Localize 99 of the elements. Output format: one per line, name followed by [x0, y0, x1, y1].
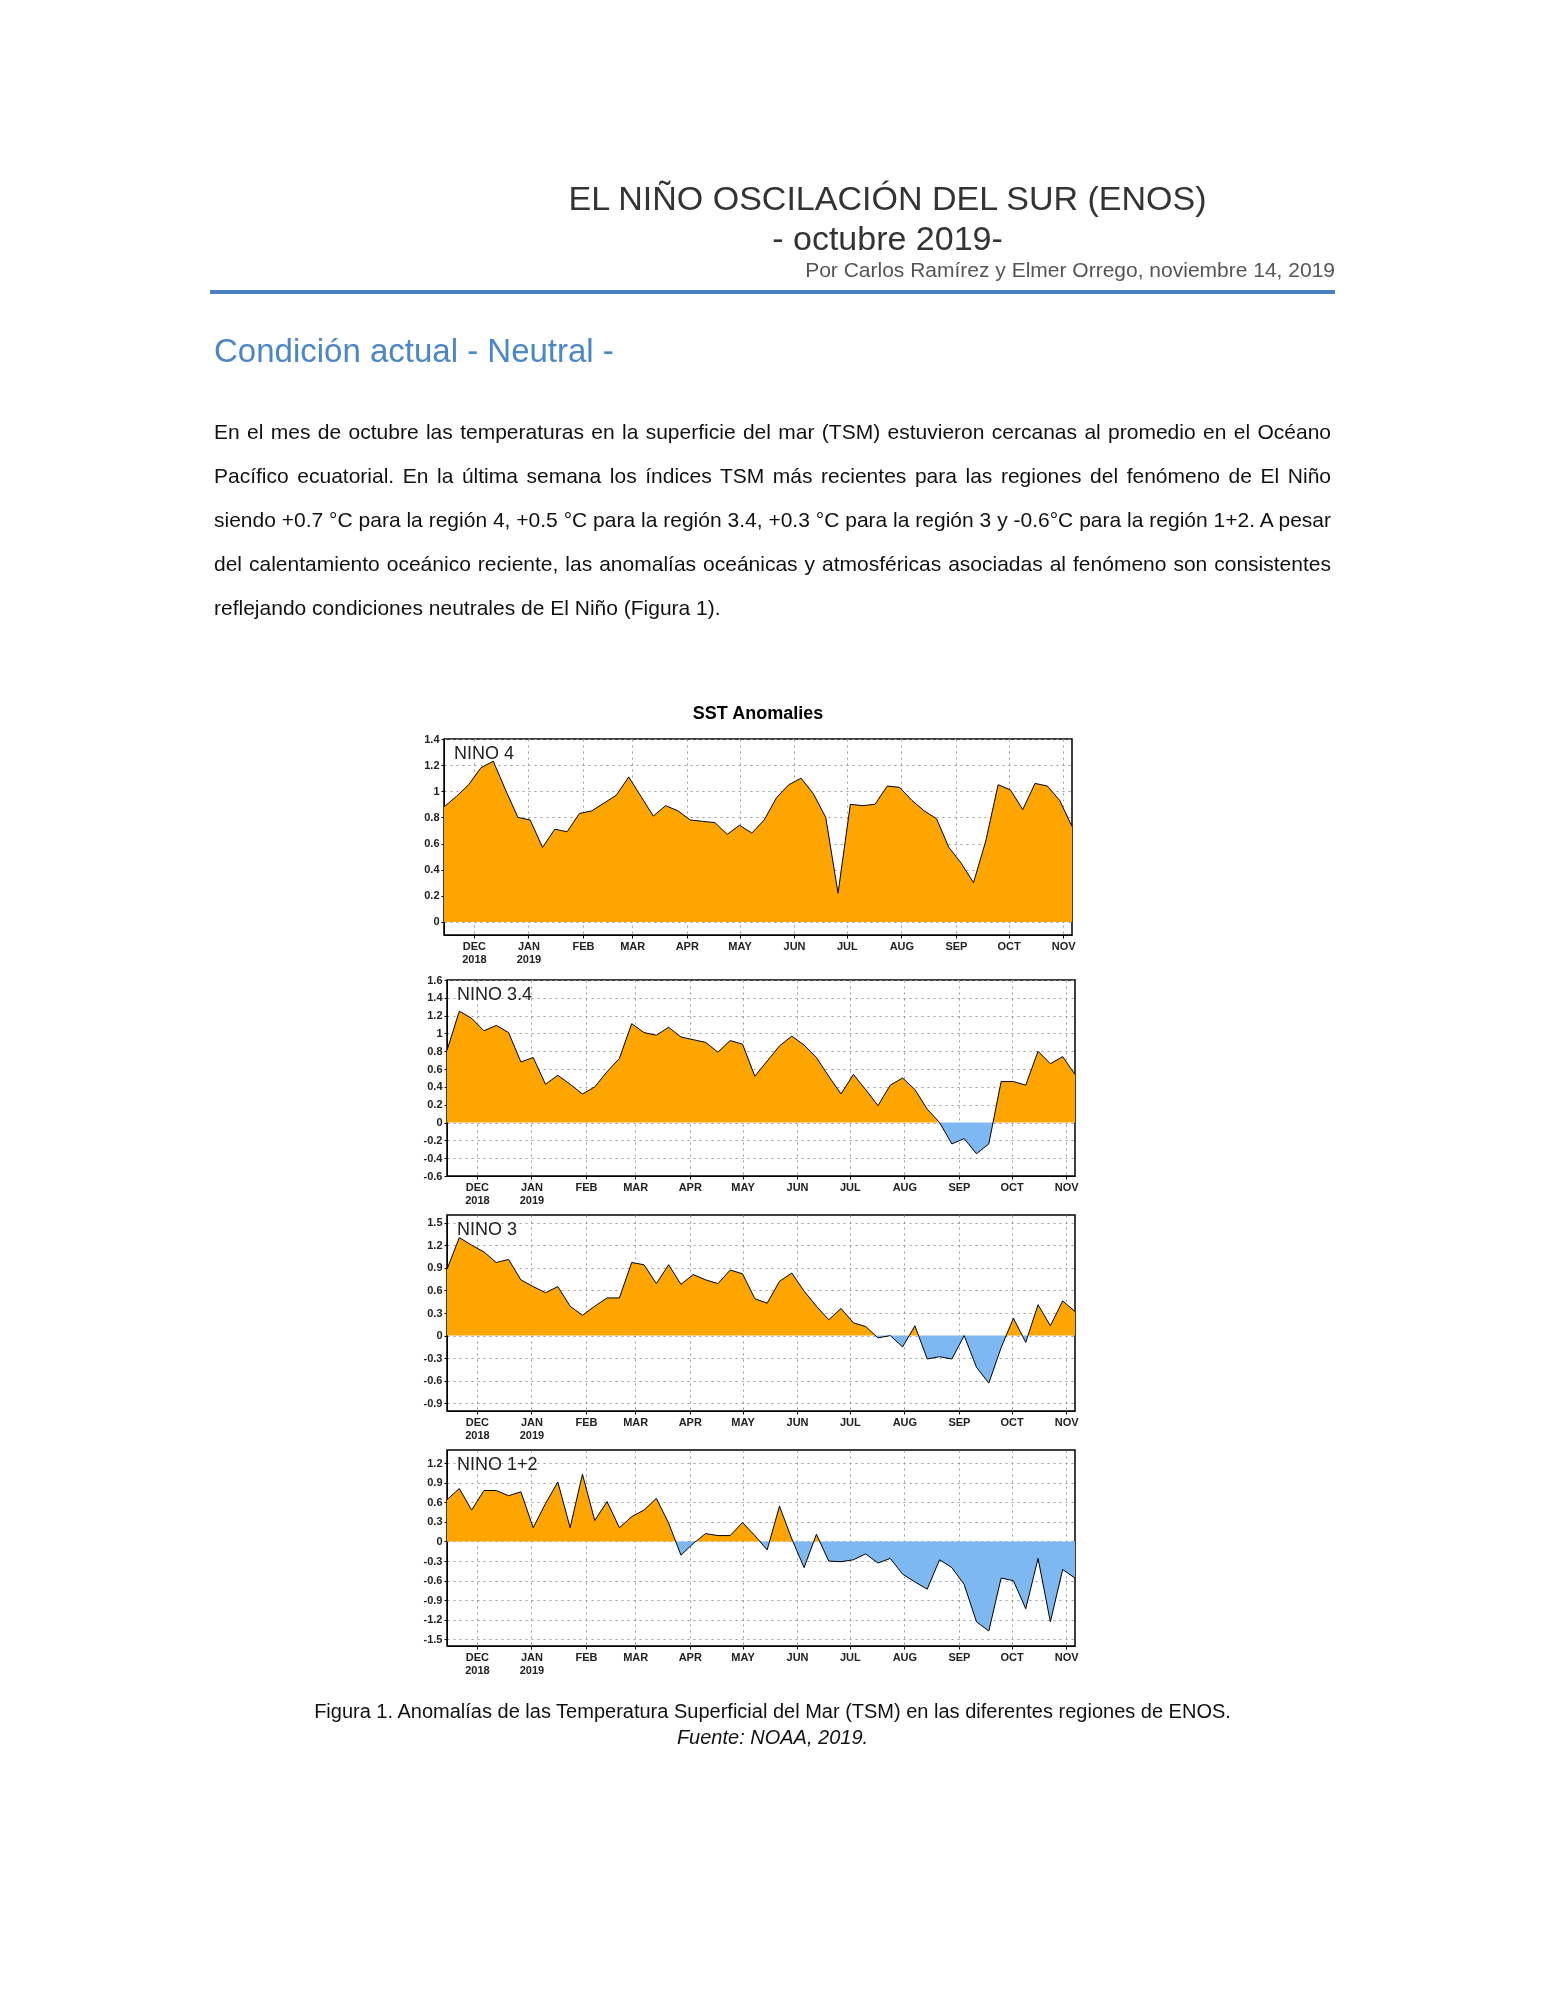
- y-tick-label: 0.6: [427, 1283, 443, 1296]
- x-tick-label: SEP: [948, 1650, 971, 1663]
- x-tick-label: APR: [675, 939, 699, 952]
- x-tick-label: MAY: [731, 1415, 756, 1428]
- x-tick-label: APR: [678, 1180, 702, 1193]
- x-tick-label: AUG: [892, 1180, 918, 1193]
- y-tick-label: 0.8: [427, 1044, 443, 1057]
- x-tick-label: MAR: [620, 939, 646, 952]
- chart-title: SST Anomalies: [692, 703, 824, 723]
- x-tick-label: JUN: [786, 1180, 809, 1193]
- y-tick-label: 0.4: [427, 1080, 444, 1093]
- x-tick-label: OCT: [1000, 1415, 1025, 1428]
- x-tick-label: MAY: [731, 1650, 756, 1663]
- x-tick-label: MAY: [728, 939, 753, 952]
- y-tick-label: -0.6: [423, 1169, 443, 1182]
- x-tick-label: AUG: [892, 1415, 918, 1428]
- y-tick-label: -0.3: [423, 1351, 443, 1364]
- x-tick-label: NOV: [1054, 1415, 1080, 1428]
- series-label: NINO 4: [454, 743, 515, 763]
- x-tick-label: OCT: [1000, 1180, 1025, 1193]
- y-tick-label: 1.4: [427, 991, 444, 1004]
- y-tick-label: 1.5: [427, 1216, 443, 1229]
- y-tick-label: -0.9: [423, 1396, 443, 1409]
- y-tick-label: 0.6: [424, 837, 440, 850]
- source-note: Fuente: NOAA, 2019.: [675, 1725, 870, 1750]
- y-tick-label: 0.3: [427, 1515, 443, 1528]
- text: - octubre 2019-: [771, 218, 1004, 258]
- x-tick-label: FEB: [575, 1415, 598, 1428]
- y-tick-label: 0.2: [427, 1098, 443, 1111]
- x-tick-label: FEB: [575, 1180, 598, 1193]
- y-tick-label: 0: [436, 1534, 443, 1547]
- y-tick-label: -0.9: [423, 1593, 443, 1606]
- x-tick-label: JUN: [783, 939, 806, 952]
- y-tick-label: 0.9: [427, 1261, 443, 1274]
- x-tick-label: NOV: [1054, 1180, 1080, 1193]
- x-tick-label: APR: [678, 1415, 702, 1428]
- x-tick-label: JUN: [786, 1650, 809, 1663]
- x-tick-label: OCT: [1000, 1650, 1025, 1663]
- y-tick-label: -0.2: [423, 1133, 443, 1146]
- y-tick-label: -1.2: [423, 1613, 443, 1626]
- x-tick-label: DEC 2018: [465, 1415, 490, 1441]
- y-tick-label: 1.6: [427, 973, 443, 986]
- x-tick-label: DEC 2018: [465, 1650, 490, 1676]
- y-tick-label: 1: [436, 1026, 443, 1039]
- x-tick-label: FEB: [575, 1650, 598, 1663]
- x-tick-label: SEP: [945, 939, 968, 952]
- y-tick-label: 1.2: [427, 1009, 443, 1022]
- text: Por Carlos Ramírez y Elmer Orrego, noviembre 14, 2019: [210, 258, 1335, 294]
- y-tick-label: 0: [436, 1116, 443, 1129]
- x-tick-label: JAN 2019: [519, 1180, 545, 1206]
- x-tick-label: MAR: [623, 1415, 649, 1428]
- y-tick-label: 0.8: [424, 810, 440, 823]
- y-tick-label: 0.2: [424, 889, 440, 902]
- x-tick-label: SEP: [948, 1415, 971, 1428]
- x-tick-label: JAN 2019: [516, 939, 542, 965]
- y-tick-label: 0.6: [427, 1495, 443, 1508]
- y-tick-label: 1.4: [424, 732, 441, 745]
- x-tick-label: AUG: [889, 939, 915, 952]
- y-tick-label: -1.5: [423, 1632, 443, 1645]
- y-tick-label: 1.2: [427, 1238, 443, 1251]
- y-tick-label: 1: [433, 784, 440, 797]
- series-label: NINO 1+2: [457, 1454, 538, 1474]
- x-tick-label: SEP: [948, 1180, 971, 1193]
- x-tick-label: MAY: [731, 1180, 756, 1193]
- x-tick-label: JUL: [836, 939, 859, 952]
- x-tick-label: APR: [678, 1650, 702, 1663]
- y-tick-label: -0.6: [423, 1574, 443, 1587]
- x-tick-label: OCT: [997, 939, 1022, 952]
- x-tick-label: JUL: [839, 1180, 862, 1193]
- y-tick-label: -0.6: [423, 1374, 443, 1387]
- x-tick-label: MAR: [623, 1650, 649, 1663]
- x-tick-label: DEC 2018: [462, 939, 487, 965]
- x-tick-label: NOV: [1051, 939, 1077, 952]
- y-tick-label: -0.3: [423, 1554, 443, 1567]
- y-tick-label: 1.2: [424, 758, 440, 771]
- x-tick-label: JAN 2019: [519, 1650, 545, 1676]
- x-tick-label: AUG: [892, 1650, 918, 1663]
- x-tick-label: NOV: [1054, 1650, 1080, 1663]
- text: Condición actual - Neutral -: [214, 332, 615, 370]
- x-tick-label: FEB: [572, 939, 595, 952]
- x-tick-label: JUN: [786, 1415, 809, 1428]
- y-tick-label: 0.4: [424, 863, 441, 876]
- x-tick-label: DEC 2018: [465, 1180, 490, 1206]
- text: EL NIÑO OSCILACIÓN DEL SUR (ENOS): [567, 178, 1208, 218]
- x-tick-label: JUL: [839, 1415, 862, 1428]
- text: En el mes de octubre las temperaturas en la superficie del mar (TSM) estuvieron cercanas al promedio en el Océano Pacífico ecuatorial. En la última semana los índices TSM más recientes para las regiones del fenómeno de El Niño siendo +0.7 °C para la región 4, +0.5 °C para la región 3.4, +0.3 °C para la región 3 y -0.6°C para la región 1+2. A pesar del calentamiento oceánico reciente, las anomalías oceánicas y atmosféricas asociadas al fenómeno son consistentes reflejando condiciones neutrales de El Niño (Figura 1).: [213, 419, 1332, 621]
- y-tick-label: 0.6: [427, 1062, 443, 1075]
- series-label: NINO 3.4: [457, 984, 533, 1004]
- series-label: NINO 3: [457, 1219, 518, 1239]
- x-tick-label: JUL: [839, 1650, 862, 1663]
- y-tick-label: 0.3: [427, 1306, 443, 1319]
- y-tick-label: -0.4: [423, 1151, 444, 1164]
- y-tick-label: 0.9: [427, 1476, 443, 1489]
- x-tick-label: JAN 2019: [519, 1415, 545, 1441]
- text: Figura 1. Anomalías de las Temperatura Superficial del Mar (TSM) en las diferentes regiones de ENOS.: [313, 1699, 1232, 1724]
- x-tick-label: MAR: [623, 1180, 649, 1193]
- y-tick-label: 0: [436, 1329, 443, 1342]
- y-tick-label: 0: [433, 915, 440, 928]
- y-tick-label: 1.2: [427, 1456, 443, 1469]
